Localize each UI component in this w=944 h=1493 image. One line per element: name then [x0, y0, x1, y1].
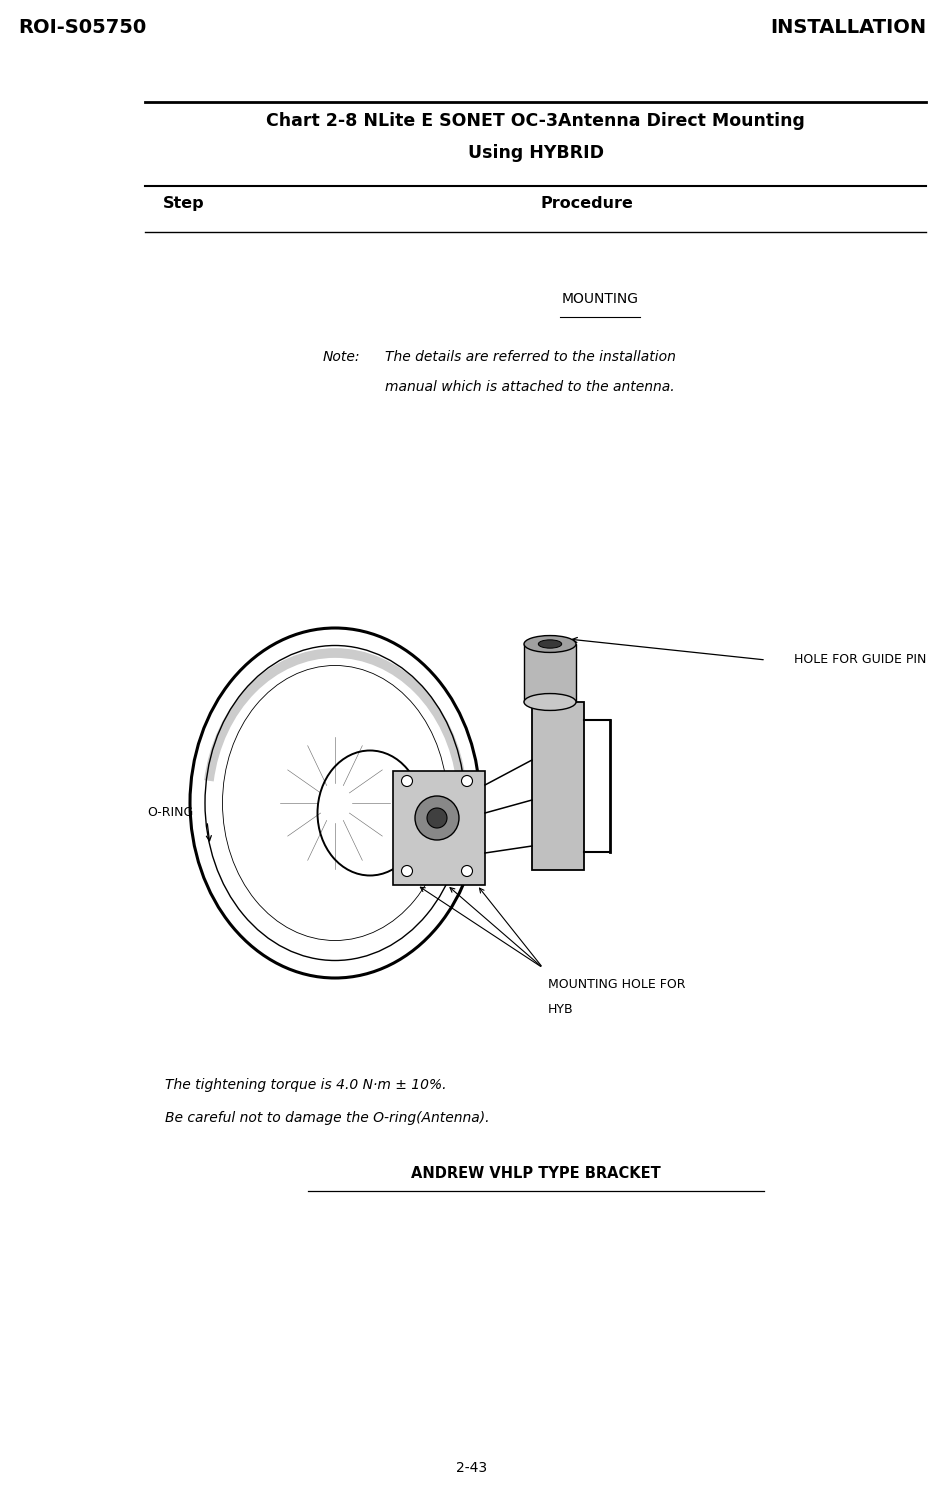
Text: Be careful not to damage the O-ring(Antenna).: Be careful not to damage the O-ring(Ante… — [165, 1111, 490, 1126]
Text: The details are referred to the installation: The details are referred to the installa… — [385, 349, 676, 364]
Text: HOLE FOR GUIDE PIN: HOLE FOR GUIDE PIN — [794, 654, 926, 666]
Text: MOUNTING: MOUNTING — [562, 293, 638, 306]
Text: HYB: HYB — [548, 1003, 574, 1017]
Circle shape — [462, 866, 473, 876]
Ellipse shape — [524, 694, 576, 711]
Text: Using HYBRID: Using HYBRID — [467, 143, 603, 163]
Text: Procedure: Procedure — [541, 196, 633, 211]
Text: 2-43: 2-43 — [457, 1462, 487, 1475]
Text: Step: Step — [163, 196, 205, 211]
Bar — [532, 702, 584, 870]
Text: Note:: Note: — [323, 349, 361, 364]
Text: MOUNTING HOLE FOR: MOUNTING HOLE FOR — [548, 978, 685, 991]
Text: O-RING: O-RING — [147, 806, 194, 820]
Text: Chart 2-8 NLite E SONET OC-3Antenna Direct Mounting: Chart 2-8 NLite E SONET OC-3Antenna Dire… — [266, 112, 805, 130]
Circle shape — [415, 796, 459, 841]
Circle shape — [462, 775, 473, 787]
Text: manual which is attached to the antenna.: manual which is attached to the antenna. — [385, 381, 675, 394]
Circle shape — [427, 808, 447, 829]
Bar — [524, 643, 576, 702]
Text: ANDREW VHLP TYPE BRACKET: ANDREW VHLP TYPE BRACKET — [411, 1166, 661, 1181]
Ellipse shape — [538, 640, 562, 648]
Ellipse shape — [524, 636, 576, 652]
Circle shape — [401, 866, 413, 876]
Text: The tightening torque is 4.0 N·m ± 10%.: The tightening torque is 4.0 N·m ± 10%. — [165, 1078, 447, 1091]
Text: INSTALLATION: INSTALLATION — [770, 18, 926, 37]
Circle shape — [401, 775, 413, 787]
Text: ROI-S05750: ROI-S05750 — [18, 18, 146, 37]
Bar — [393, 770, 485, 885]
